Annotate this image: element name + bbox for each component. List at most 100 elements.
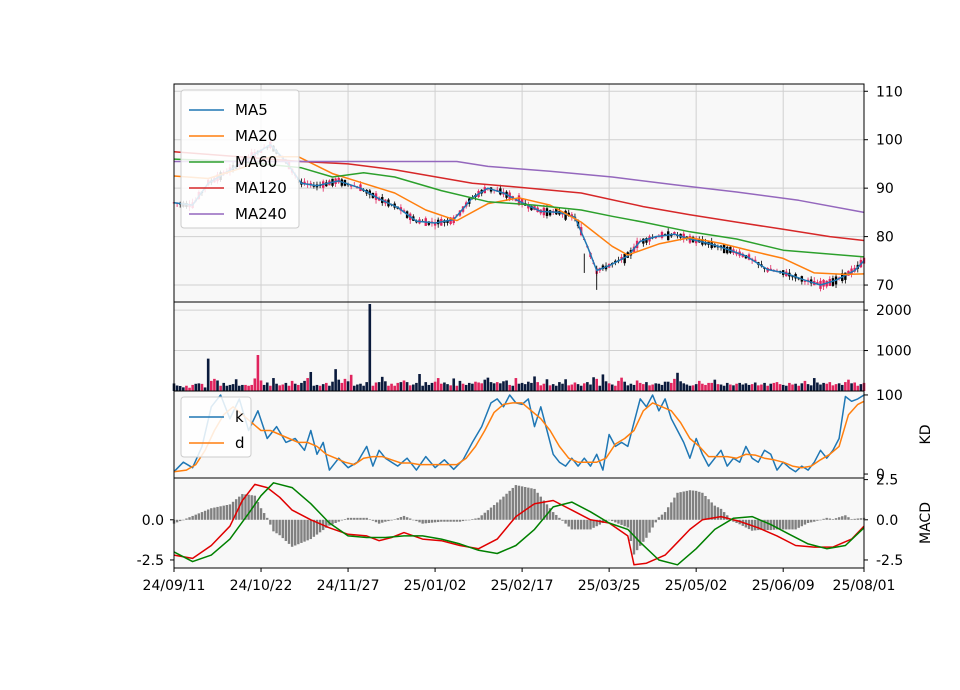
volume-bar: [222, 382, 226, 391]
candle-body: [530, 205, 533, 211]
macd-hist-bar: [275, 519, 278, 534]
macd-hist-bar: [464, 519, 468, 521]
volume-bar: [542, 383, 546, 391]
x-tick-label: 25/03/25: [578, 578, 641, 594]
volume-bar: [492, 383, 496, 391]
macd-hist-bar: [300, 519, 303, 543]
volume-bar: [241, 384, 244, 391]
macd-hist-bar: [499, 499, 502, 520]
macd-hist-bar: [371, 519, 375, 521]
macd-hist-bar: [813, 519, 816, 522]
volume-bar: [209, 380, 213, 391]
volume-bar: [688, 385, 692, 391]
volume-bar: [850, 383, 853, 391]
y-tick-label: 2000: [876, 303, 912, 319]
volume-bar: [570, 384, 574, 391]
macd-hist-bar: [175, 519, 179, 523]
candle-body: [844, 272, 847, 280]
volume-bar: [275, 383, 278, 391]
macd-hist-bar: [809, 519, 813, 523]
macd-hist-bar: [766, 519, 769, 531]
panel-volume: 1000 2000: [172, 302, 912, 391]
y-tick-label: 80: [876, 230, 894, 246]
macd-hist-bar: [564, 519, 567, 524]
legend-label-ma120: MA120: [235, 179, 287, 197]
macd-hist-bar: [654, 519, 657, 523]
macd-hist-bar: [722, 512, 726, 520]
macd-hist-bar: [225, 505, 229, 520]
volume-bar: [499, 383, 502, 391]
y-tick-label: -2.5: [876, 553, 903, 569]
y-tick-label: 110: [876, 84, 903, 100]
macd-hist-bar: [626, 519, 629, 528]
volume-bar: [182, 387, 185, 391]
macd-hist-bar: [427, 519, 431, 523]
macd-hist-bar: [191, 515, 194, 520]
volume-bar: [551, 384, 555, 391]
volume-bar: [629, 383, 633, 391]
volume-bar: [328, 385, 331, 391]
volume-bar: [321, 384, 325, 391]
volume-bar: [558, 382, 561, 391]
volume-bar: [446, 384, 449, 391]
macd-hist-bar: [489, 507, 493, 520]
candle-body: [433, 222, 437, 226]
macd-hist-bar: [399, 517, 403, 520]
volume-bar: [324, 382, 328, 391]
volume-bar: [443, 382, 446, 391]
macd-hist-bar: [555, 514, 558, 520]
macd-hist-bar: [800, 519, 804, 527]
candle-body: [517, 195, 521, 205]
volume-bar: [738, 382, 741, 391]
macd-hist-bar: [841, 516, 844, 520]
legend-label-k: k: [235, 408, 244, 426]
volume-bar: [831, 385, 835, 391]
series-line-ma240: [174, 160, 865, 214]
candle-body: [312, 185, 316, 187]
volume-bar: [691, 385, 695, 391]
volume-bar: [380, 376, 384, 391]
volume-bar: [449, 385, 452, 391]
volume-bar: [200, 383, 204, 391]
volume-bar: [567, 385, 571, 391]
volume-bar: [523, 384, 527, 391]
macd-hist-bar: [788, 519, 791, 530]
macd-hist-bar: [781, 519, 785, 530]
volume-bar: [486, 377, 490, 391]
y-tick-label: 70: [876, 278, 894, 294]
volume-bar: [554, 385, 558, 391]
macd-hist-bar: [179, 519, 182, 522]
macd-hist-bar: [719, 508, 723, 520]
volume-bar: [772, 382, 776, 391]
volume-bar: [439, 383, 443, 391]
volume-bar: [579, 385, 583, 391]
x-tick-labels: 24/09/11 24/10/22 24/11/27 25/01/02 25/02/17…: [143, 568, 895, 594]
macd-hist-bar: [458, 519, 462, 522]
macd-hist-bar: [579, 519, 583, 530]
volume-bar: [318, 385, 322, 391]
macd-hist-bar: [244, 494, 247, 520]
macd-hist-bar: [415, 519, 418, 522]
volume-bar: [732, 385, 735, 391]
volume-bar: [589, 384, 592, 391]
candle-body: [666, 231, 670, 241]
macd-hist-bar: [374, 519, 378, 523]
volume-bar: [272, 378, 275, 391]
macd-hist-bar: [440, 519, 443, 522]
volume-bar: [206, 358, 210, 391]
volume-bar: [415, 382, 418, 391]
macd-hist-bar: [536, 492, 539, 520]
candle-body: [735, 252, 738, 255]
y-tick-label: 0: [876, 467, 885, 483]
volume-bar: [315, 384, 319, 391]
panel-kd: 0 100 KD: [173, 388, 934, 483]
macd-hist-bar: [545, 504, 549, 520]
candle-body: [673, 232, 676, 235]
volume-bar: [694, 384, 698, 391]
volume-bar: [396, 382, 400, 391]
volume-bar: [676, 372, 679, 391]
volume-bar: [757, 385, 760, 391]
volume-bar: [747, 384, 751, 391]
volume-bar: [812, 378, 816, 391]
candle-body: [797, 278, 800, 280]
